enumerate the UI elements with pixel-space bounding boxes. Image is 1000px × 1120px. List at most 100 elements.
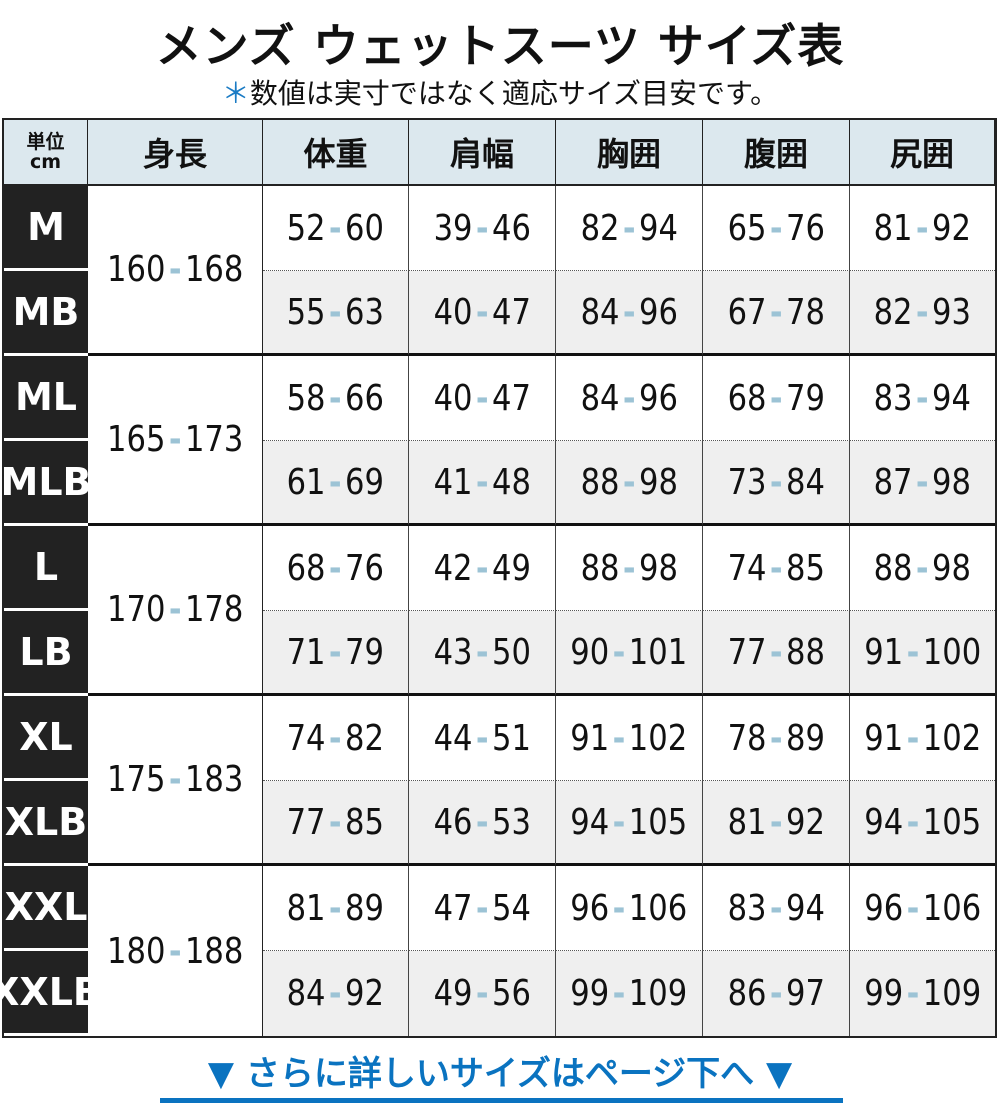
asterisk-mark: ＊ bbox=[221, 77, 250, 110]
range-dash: - bbox=[769, 717, 783, 759]
range-dash: - bbox=[906, 801, 920, 843]
range-min: 47 bbox=[433, 887, 473, 929]
range-max: 85 bbox=[785, 547, 825, 589]
table-cell: 88-98 bbox=[556, 441, 703, 526]
range-dash: - bbox=[329, 291, 342, 333]
range-max: 85 bbox=[345, 801, 385, 843]
range: 41-48 bbox=[433, 462, 530, 503]
range-min: 88 bbox=[580, 547, 620, 589]
range-dash: - bbox=[769, 973, 783, 1014]
range-dash: - bbox=[475, 547, 489, 589]
table-cell: 87-98 bbox=[850, 441, 995, 526]
range: 82-94 bbox=[580, 208, 677, 249]
range-max: 48 bbox=[491, 461, 531, 503]
range-min: 84 bbox=[580, 291, 620, 333]
height-range: 160-168 bbox=[88, 186, 263, 356]
range-dash: - bbox=[475, 461, 489, 503]
range-max: 100 bbox=[922, 631, 981, 673]
range-dash: - bbox=[916, 207, 929, 249]
range-min: 65 bbox=[727, 207, 767, 249]
range-dash: - bbox=[916, 377, 929, 419]
table-cell: 82-93 bbox=[850, 271, 995, 356]
range-dash: - bbox=[612, 887, 626, 929]
range-max: 94 bbox=[785, 887, 825, 929]
range: 165-173 bbox=[107, 419, 243, 460]
range-max: 92 bbox=[785, 801, 825, 843]
size-label: XXL bbox=[4, 866, 88, 951]
table-cell: 55-63 bbox=[263, 271, 409, 356]
page-title: メンズ ウェットスーツ サイズ表 bbox=[155, 19, 845, 73]
range: 91-102 bbox=[864, 718, 981, 759]
range-min: 58 bbox=[286, 377, 326, 419]
range-max: 79 bbox=[345, 631, 385, 673]
range-min: 49 bbox=[433, 973, 473, 1014]
range-dash: - bbox=[769, 631, 783, 673]
range: 39-46 bbox=[433, 208, 530, 249]
range-dash: - bbox=[475, 887, 489, 929]
range: 81-92 bbox=[874, 208, 971, 249]
range-min: 88 bbox=[580, 461, 620, 503]
range: 83-94 bbox=[874, 378, 971, 419]
range: 96-106 bbox=[571, 888, 688, 929]
range-max: 188 bbox=[184, 930, 244, 972]
range: 44-51 bbox=[433, 718, 530, 759]
range-min: 90 bbox=[570, 631, 610, 673]
table-cell: 52-60 bbox=[263, 186, 409, 271]
range-min: 81 bbox=[873, 207, 913, 249]
column-header: 尻囲 bbox=[850, 120, 995, 186]
range: 84-96 bbox=[580, 292, 677, 333]
range-dash: - bbox=[906, 631, 920, 673]
range-dash: - bbox=[906, 717, 920, 759]
table-cell: 90-101 bbox=[556, 611, 703, 696]
range: 81-92 bbox=[727, 802, 824, 843]
range-max: 101 bbox=[629, 631, 688, 673]
range: 55-63 bbox=[287, 292, 384, 333]
range: 68-76 bbox=[287, 548, 384, 589]
range-min: 77 bbox=[286, 801, 326, 843]
range-min: 94 bbox=[864, 801, 904, 843]
range-dash: - bbox=[769, 377, 783, 419]
range-dash: - bbox=[916, 291, 929, 333]
more-sizes-link[interactable]: ▼ さらに詳しいサイズはページ下へ ▼ bbox=[0, 1046, 1000, 1095]
range-min: 40 bbox=[433, 377, 473, 419]
range: 77-85 bbox=[287, 802, 384, 843]
link-underline bbox=[160, 1098, 843, 1103]
table-cell: 82-94 bbox=[556, 186, 703, 271]
range-min: 82 bbox=[873, 291, 913, 333]
range: 52-60 bbox=[287, 208, 384, 249]
range-dash: - bbox=[769, 547, 783, 589]
range: 84-92 bbox=[287, 973, 384, 1014]
range-max: 92 bbox=[345, 973, 385, 1014]
table-cell: 44-51 bbox=[409, 696, 556, 781]
table-cell: 84-92 bbox=[263, 951, 409, 1036]
table-cell: 74-85 bbox=[703, 526, 850, 611]
range: 47-54 bbox=[433, 888, 530, 929]
height-range: 180-188 bbox=[88, 866, 263, 1036]
range: 67-78 bbox=[727, 292, 824, 333]
range-max: 60 bbox=[345, 207, 385, 249]
range-dash: - bbox=[612, 631, 626, 673]
range-max: 98 bbox=[638, 461, 678, 503]
subtitle: ＊数値は実寸ではなく適応サイズ目安です。 bbox=[0, 72, 1000, 112]
range-dash: - bbox=[475, 207, 489, 249]
range-max: 88 bbox=[785, 631, 825, 673]
range-max: 173 bbox=[184, 419, 244, 460]
range-min: 91 bbox=[570, 717, 610, 759]
table-cell: 58-66 bbox=[263, 356, 409, 441]
table-cell: 67-78 bbox=[703, 271, 850, 356]
range-dash: - bbox=[475, 717, 489, 759]
range-max: 79 bbox=[785, 377, 825, 419]
table-cell: 49-56 bbox=[409, 951, 556, 1036]
range-min: 87 bbox=[873, 461, 913, 503]
range-min: 84 bbox=[286, 973, 326, 1014]
unit-header: 単位 cm bbox=[4, 120, 88, 186]
table-cell: 78-89 bbox=[703, 696, 850, 781]
range-dash: - bbox=[769, 887, 783, 929]
range-dash: - bbox=[622, 291, 636, 333]
range-dash: - bbox=[906, 887, 920, 929]
table-cell: 84-96 bbox=[556, 356, 703, 441]
range-max: 84 bbox=[785, 461, 825, 503]
range: 83-94 bbox=[727, 888, 824, 929]
range-min: 84 bbox=[580, 377, 620, 419]
range-max: 98 bbox=[932, 461, 972, 503]
